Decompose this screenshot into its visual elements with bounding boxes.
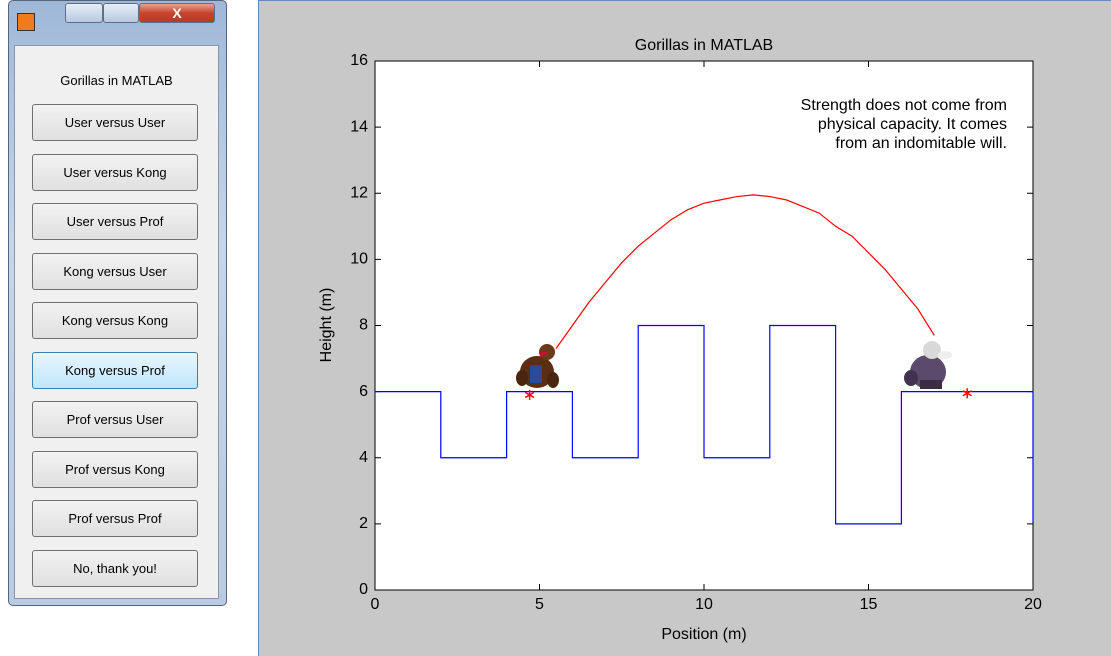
menu-title: Gorillas in MATLAB bbox=[60, 73, 173, 88]
menu-window: X Gorillas in MATLAB User versus User Use… bbox=[8, 0, 227, 606]
menu-button[interactable]: Prof versus User bbox=[32, 401, 198, 438]
shot-marker bbox=[524, 389, 535, 400]
chart-title: Gorillas in MATLAB bbox=[635, 37, 773, 54]
annotation: from an indomitable will. bbox=[835, 135, 1007, 152]
menu-button[interactable]: User versus Kong bbox=[32, 153, 198, 191]
menu-button[interactable]: Prof versus Kong bbox=[32, 450, 198, 488]
minimize-button[interactable] bbox=[65, 3, 103, 23]
kong-sprite bbox=[516, 344, 559, 388]
x-tick-label: 20 bbox=[1024, 596, 1042, 613]
y-tick-label: 8 bbox=[359, 317, 368, 334]
y-tick-label: 16 bbox=[350, 52, 368, 69]
menu-button[interactable]: Prof versus Prof bbox=[32, 500, 198, 537]
menu-button[interactable]: No, thank you! bbox=[32, 549, 198, 587]
menu-button[interactable]: Kong versus Prof bbox=[32, 351, 198, 389]
x-axis-label: Position (m) bbox=[661, 626, 746, 643]
x-tick-label: 5 bbox=[535, 596, 544, 613]
y-tick-label: 0 bbox=[359, 581, 368, 598]
trajectory bbox=[555, 194, 935, 349]
close-button[interactable]: X bbox=[139, 3, 215, 23]
marker-stroke bbox=[962, 390, 972, 397]
y-tick-label: 10 bbox=[350, 251, 368, 268]
x-tick-label: 10 bbox=[695, 596, 713, 613]
annotation: physical capacity. It comes bbox=[818, 116, 1007, 133]
y-tick-label: 2 bbox=[359, 515, 368, 532]
shot-marker bbox=[962, 388, 972, 399]
skyline bbox=[375, 324, 1034, 525]
menu-button[interactable]: Kong versus Kong bbox=[32, 302, 198, 339]
y-tick-label: 14 bbox=[350, 118, 368, 135]
y-tick-label: 4 bbox=[359, 449, 368, 466]
y-tick-label: 12 bbox=[350, 184, 368, 201]
marker-stroke bbox=[524, 391, 535, 399]
menu-button[interactable]: User versus User bbox=[32, 104, 198, 141]
menu-button[interactable]: User versus Prof bbox=[32, 203, 198, 240]
x-tick-label: 15 bbox=[860, 596, 878, 613]
annotation: Strength does not come from bbox=[801, 97, 1007, 114]
y-tick-label: 6 bbox=[359, 383, 368, 400]
x-tick-label: 0 bbox=[371, 596, 380, 613]
prof-sprite bbox=[904, 341, 952, 389]
y-axis-label: Height (m) bbox=[318, 288, 335, 363]
menu-panel: Gorillas in MATLAB User versus User User … bbox=[14, 45, 219, 599]
menu-button[interactable]: Kong versus User bbox=[32, 252, 198, 290]
maximize-button[interactable] bbox=[103, 3, 139, 23]
window-icon bbox=[17, 13, 35, 31]
